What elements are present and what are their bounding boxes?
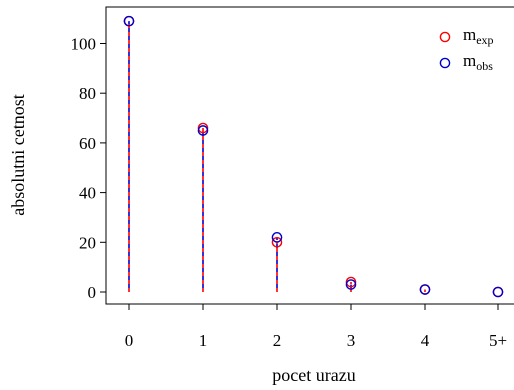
plot-frame — [105, 6, 514, 305]
legend-marker-obs — [439, 57, 451, 69]
point-obs — [197, 125, 209, 136]
y-tick-label: 0 — [88, 283, 97, 302]
x-tick-label: 1 — [199, 331, 208, 350]
plot-area — [123, 15, 504, 298]
x-tick-label: 5+ — [489, 331, 507, 350]
x-tick-label: 4 — [421, 331, 430, 350]
legend: mexp mobs — [439, 25, 494, 73]
y-tick-label: 40 — [79, 184, 96, 203]
y-tick-label: 60 — [79, 134, 96, 153]
point-obs — [419, 284, 431, 295]
legend-marker-exp — [439, 31, 451, 43]
point-obs — [345, 279, 357, 290]
y-tick-label: 20 — [79, 233, 96, 252]
x-tick-label: 3 — [347, 331, 356, 350]
x-tick-label: 0 — [125, 331, 134, 350]
x-axis-label: pocet urazu — [272, 365, 355, 385]
point-obs — [271, 232, 283, 243]
legend-label-obs: mobs — [463, 51, 493, 73]
x-tick-label: 2 — [273, 331, 282, 350]
y-axis-label: absolutni cetnost — [8, 94, 28, 215]
axes: 0 20 40 60 80 100 0 1 2 3 4 5+ — [71, 6, 514, 350]
y-tick-label: 100 — [71, 35, 97, 54]
point-obs — [492, 286, 504, 298]
point-obs — [123, 15, 135, 27]
legend-label-exp: mexp — [463, 25, 494, 47]
point-exp — [271, 236, 283, 248]
y-tick-label: 80 — [79, 84, 96, 103]
